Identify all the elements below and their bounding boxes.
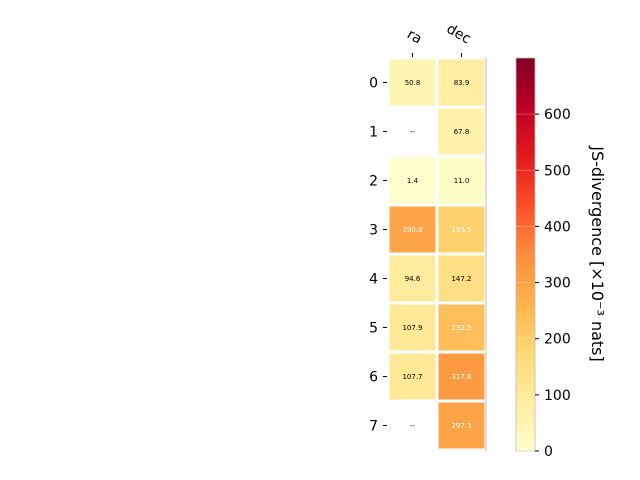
row-tick-label: 2 <box>369 174 378 190</box>
colorbar-tick-label: 0 <box>544 444 553 460</box>
cell-value-label: 1.4 <box>407 177 419 185</box>
cell-value-label: 50.8 <box>405 79 421 87</box>
heatmap-cell <box>438 402 485 449</box>
cell-value-label: -- <box>410 128 416 136</box>
cell-value-label: 193.5 <box>451 226 471 234</box>
heatmap-cell <box>438 108 485 155</box>
row-tick-label: 4 <box>369 272 378 288</box>
cell-value-label: 11.0 <box>454 177 470 185</box>
cell-value-label: 107.9 <box>402 324 422 332</box>
column-tick-label: dec <box>444 21 474 47</box>
heatmap-cell <box>438 59 485 106</box>
colorbar-tick-label: 200 <box>544 332 571 348</box>
colorbar-tick-label: 600 <box>544 107 571 123</box>
cell-value-label: 290.8 <box>402 226 422 234</box>
heatmap-cell <box>438 157 485 204</box>
row-tick-label: 7 <box>369 419 378 435</box>
colorbar-ticks: 0 100 200 300 400 500 600 <box>516 107 571 460</box>
cell-value-label: 317.8 <box>451 373 471 381</box>
heatmap-cell <box>389 304 436 351</box>
heatmap-cell <box>389 206 436 253</box>
row-tick-label: 6 <box>369 370 378 386</box>
cell-value-label: 297.3 <box>451 422 471 430</box>
row-tick-label: 1 <box>369 125 378 141</box>
heatmap-cell <box>389 157 436 204</box>
heatmap-cell <box>389 255 436 302</box>
column-tick-labels: ra dec <box>404 21 474 57</box>
column-tick-label: ra <box>404 26 424 47</box>
cell-value-label: 67.8 <box>454 128 470 136</box>
cell-value-label: 232.5 <box>451 324 471 332</box>
heatmap-cell <box>438 206 485 253</box>
heatmap-cell <box>438 353 485 400</box>
colorbar-tick-label: 100 <box>544 388 571 404</box>
colorbar-tick-label: 400 <box>544 219 571 235</box>
row-tick-label: 3 <box>369 223 378 239</box>
heatmap-cell <box>389 353 436 400</box>
heatmap-cell <box>438 304 485 351</box>
cell-value-label: 147.2 <box>451 275 471 283</box>
row-tick-label: 5 <box>369 321 378 337</box>
heatmap-cells: 50.8 83.9 -- 67.8 1.4 11.0 290.8 193.5 94.6 147.2… <box>389 59 485 449</box>
heatmap-cell <box>438 255 485 302</box>
row-tick-labels: 0 1 2 3 4 5 6 7 <box>369 76 387 435</box>
colorbar-tick-label: 300 <box>544 276 571 292</box>
row-tick-label: 0 <box>369 76 378 92</box>
colorbar-label: JS-divergence [×10⁻³ nats] <box>588 145 607 361</box>
cell-value-label: 94.6 <box>405 275 421 283</box>
heatmap-cell <box>389 59 436 106</box>
cell-value-label: 107.7 <box>402 373 422 381</box>
colorbar <box>515 57 536 452</box>
cell-value-label: -- <box>410 422 416 430</box>
cell-value-label: 83.9 <box>454 79 470 87</box>
colorbar-tick-label: 500 <box>544 163 571 179</box>
